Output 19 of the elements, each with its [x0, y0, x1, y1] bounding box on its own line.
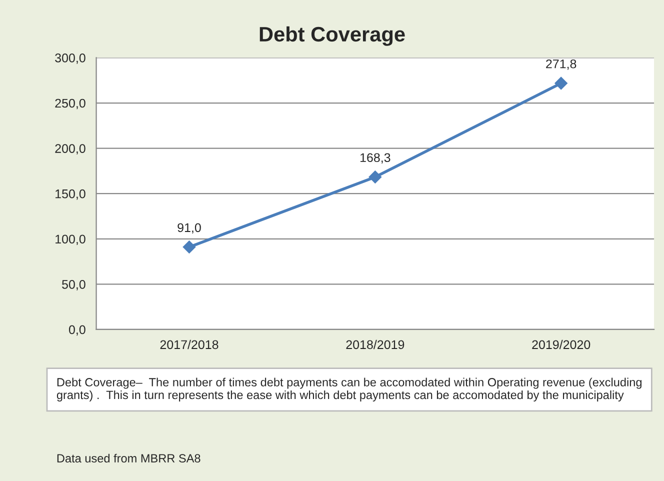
text: Debt Coverage– The number of times debt payments can be accomodated within Operating revenue (excluding grants) . This in turn represents the ease with which debt payments can be accomodated by the municipality — [56, 378, 642, 402]
data-label: 271,8 — [546, 59, 576, 70]
y-tick-label: 0,0 — [68, 325, 86, 336]
x-tick-label: 2017/2018 — [160, 340, 218, 350]
y-tick-label: 250,0 — [55, 98, 86, 110]
y-tick-label: 150,0 — [56, 189, 86, 200]
data-label: 91,0 — [178, 223, 201, 234]
data-label: 168,3 — [360, 153, 390, 164]
y-tick-label: 300,0 — [55, 54, 86, 64]
y-tick-label: 50,0 — [62, 280, 86, 290]
point — [182, 240, 196, 254]
point — [554, 76, 568, 90]
x-tick-label: 2019/2020 — [532, 340, 590, 350]
y-tick-label: 100,0 — [56, 234, 86, 246]
point — [368, 170, 382, 184]
y-tick-label: 200,0 — [55, 144, 86, 154]
x-tick-label: 2018/2019 — [346, 340, 404, 350]
text: Data used from MBRR SA8 — [57, 454, 200, 463]
chart-title: Debt Coverage — [260, 26, 405, 46]
